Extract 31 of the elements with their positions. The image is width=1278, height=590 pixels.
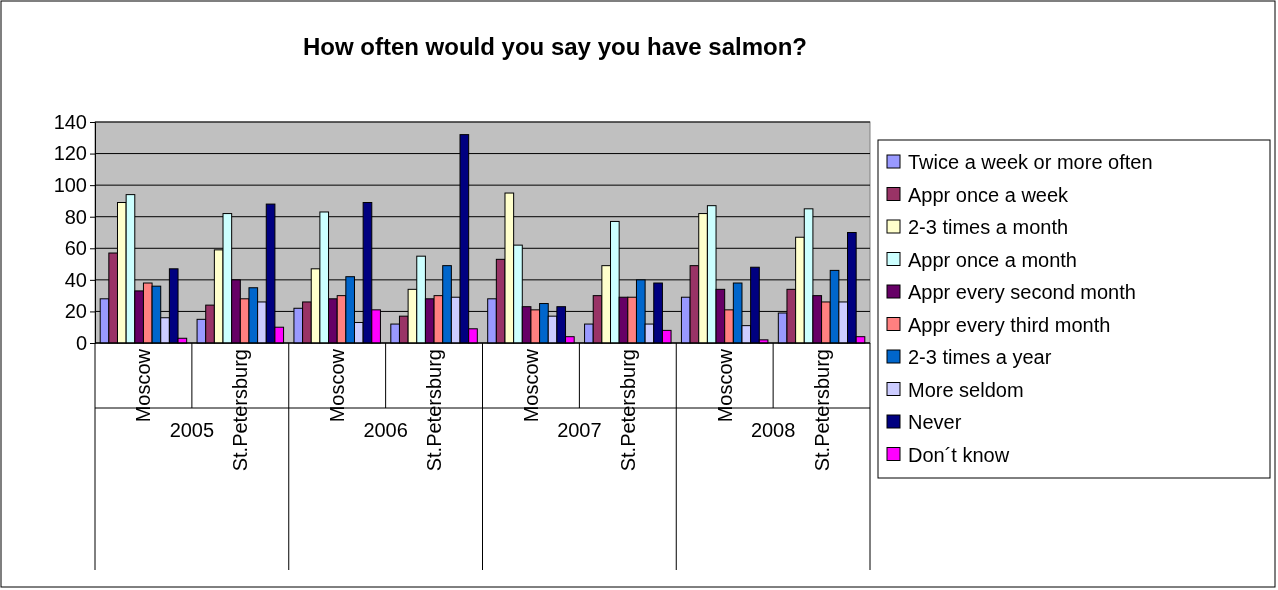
legend-label: Appr every second month (908, 281, 1136, 303)
x-tick-label: St.Petersburg (810, 349, 833, 472)
x-tick-label: Moscow (132, 348, 155, 423)
legend-label: More seldom (908, 378, 1024, 401)
y-tick-label: 140 (53, 110, 87, 133)
legend-label: Appr every third month (908, 313, 1111, 336)
x-tick-label: St.Petersburg (423, 349, 446, 472)
y-tick-label: 0 (75, 331, 87, 354)
y-tick-label: 120 (53, 142, 87, 165)
y-tick-label: 80 (64, 205, 87, 228)
legend-label: Twice a week or more often (908, 151, 1153, 173)
text: 2008 (750, 419, 796, 441)
text: 2006 (363, 419, 408, 441)
text: 2005 (169, 419, 215, 441)
x-tick-label: St.Petersburg (616, 349, 639, 472)
legend-label: 2-3 times a year (908, 346, 1052, 368)
y-tick-label: 40 (64, 268, 87, 291)
y-tick-label: 60 (64, 237, 87, 260)
legend-label: 2-3 times a month (908, 216, 1069, 238)
x-tick-label: St.Petersburg (229, 349, 252, 472)
legend-label: Don´t know (908, 443, 1010, 466)
x-tick-label: Moscow (713, 348, 736, 423)
legend-label: Appr once a month (908, 248, 1077, 271)
legend-label: Appr once a week (908, 183, 1070, 206)
x-tick-label: Moscow (326, 348, 349, 423)
y-tick-label: 100 (53, 174, 87, 197)
y-tick-label: 20 (64, 300, 87, 323)
text: 2007 (557, 419, 602, 441)
x-tick-label: Moscow (519, 348, 542, 423)
legend-label: Never (908, 411, 962, 433)
chart-title: How often would you say you have salmon? (302, 33, 808, 60)
